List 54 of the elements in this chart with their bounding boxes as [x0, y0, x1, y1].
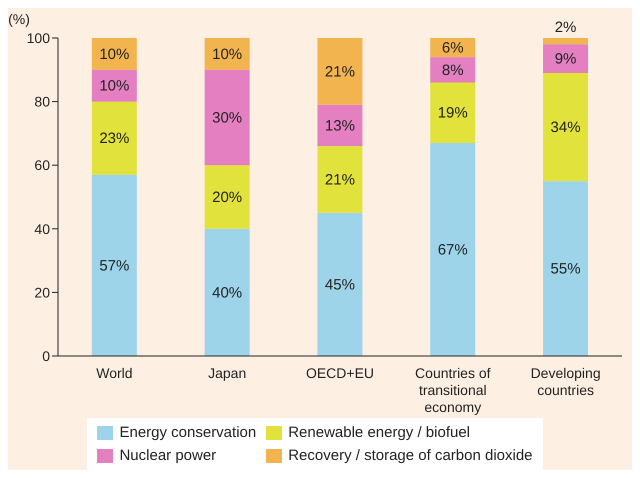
data-label: 10%	[212, 46, 242, 63]
bar	[92, 174, 137, 356]
y-tick-label: 40	[34, 220, 50, 237]
bar	[317, 212, 362, 356]
bar	[204, 228, 250, 356]
bar	[317, 38, 362, 105]
data-label: 30%	[212, 110, 242, 126]
data-label: 8%	[442, 62, 464, 79]
x-tick-label: World	[96, 365, 133, 381]
bar	[317, 104, 362, 146]
data-label: 57%	[99, 257, 130, 274]
x-tick-label: Developing countries	[530, 365, 601, 398]
data-label: 34%	[550, 119, 581, 136]
data-label: 6%	[442, 40, 464, 57]
x-tick-label: OECD+EU	[306, 365, 374, 381]
data-label: 13%	[324, 117, 355, 134]
data-label: 21%	[324, 63, 355, 80]
y-tick-label: 80	[34, 94, 50, 110]
data-label: 40%	[212, 284, 242, 302]
bar	[92, 102, 137, 175]
bar	[543, 181, 588, 356]
y-tick-label: 0	[42, 348, 50, 364]
data-label: 19%	[438, 104, 468, 122]
bar	[92, 38, 137, 70]
data-label: 23%	[99, 130, 130, 148]
y-tick-label: 100	[26, 30, 50, 46]
bar	[317, 146, 362, 213]
bar	[204, 38, 250, 70]
y-axis-title: (%)	[8, 11, 30, 27]
data-label: 55%	[550, 260, 581, 278]
data-label: 9%	[554, 50, 576, 68]
data-label: 2%	[554, 19, 576, 36]
bar	[204, 70, 250, 166]
y-tick-label: 60	[34, 157, 50, 174]
x-tick-label: Countries of transitional economy	[415, 365, 491, 415]
legend-label: Renewable energy / biofuel	[287, 424, 472, 441]
data-label: 45%	[324, 276, 355, 294]
x-tick-label: Japan	[208, 365, 246, 381]
bar	[430, 82, 476, 143]
y-tick-label: 20	[34, 284, 50, 300]
data-label: 21%	[324, 172, 355, 189]
legend-label: Nuclear power	[118, 447, 218, 464]
bar	[543, 38, 588, 44]
legend-label: Recovery / storage of carbon dioxide	[287, 447, 533, 464]
bar	[430, 57, 476, 83]
bar	[430, 142, 476, 356]
data-label: 20%	[212, 189, 242, 206]
bar	[543, 72, 588, 182]
bar	[204, 165, 250, 229]
data-label: 10%	[99, 78, 130, 95]
bar	[543, 44, 588, 73]
data-label: 10%	[99, 46, 130, 63]
legend-label: Energy conservation	[118, 424, 256, 441]
data-label: 67%	[438, 241, 468, 258]
